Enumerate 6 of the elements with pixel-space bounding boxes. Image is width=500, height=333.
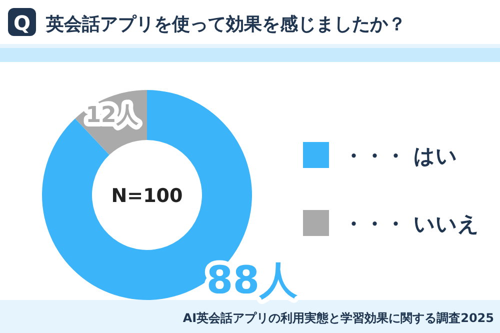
legend-label: ・・・ いいえ	[343, 212, 480, 236]
legend-label: ・・・ はい	[343, 144, 458, 168]
text: Q	[13, 11, 31, 35]
text: AI英会話アプリの利用実態と学習効果に関する調査2025	[182, 311, 494, 325]
text: N=100	[111, 185, 183, 207]
chart-title: 英会話アプリを使って効果を感じましたか？	[45, 14, 406, 35]
